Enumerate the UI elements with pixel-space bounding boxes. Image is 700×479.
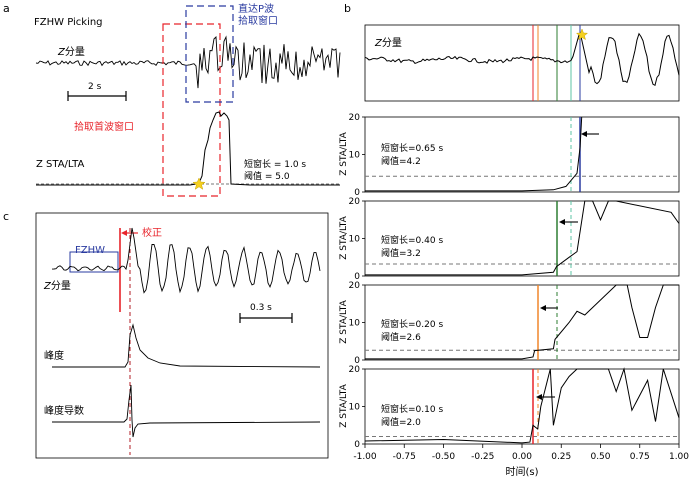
y-tick-label: 10	[349, 151, 361, 161]
panel-c-frame	[35, 212, 329, 459]
direct-p-window-label-line1: 直达P波	[238, 2, 274, 15]
y-tick-label: 10	[349, 235, 361, 245]
x-tick-label: -0.25	[471, 452, 494, 462]
panel-b-x-ticks: -1.00 -0.75 -0.50 -0.25 0.00 0.25 0.50 0.75 1.00	[353, 444, 689, 462]
threshold-label: 阈值=3.2	[381, 247, 421, 259]
threshold-label: 阈值=2.6	[381, 331, 421, 343]
sta-lta-plot-3: 短窗长=0.20 s 阈值=2.6	[364, 284, 680, 361]
direct-p-window-box	[185, 5, 234, 103]
window-length-label: 短窗长=0.65 s	[381, 142, 443, 154]
panel-b-pick-star	[575, 28, 589, 41]
x-tick-label: 0.25	[551, 452, 571, 462]
panel-c-z-waveform	[51, 227, 321, 294]
panel-a-title: FZHW Picking	[34, 17, 103, 28]
panel-a-sta-label: Z STA/LTA	[36, 159, 84, 170]
x-axis-label: 时间(s)	[505, 465, 538, 478]
sta-lta-plot-1: 短窗长=0.65 s 阈值=4.2	[364, 116, 680, 193]
panel-c-scale-bar: 0.3 s	[239, 303, 293, 323]
fzhw-window-box	[69, 251, 119, 273]
y-tick-label: 0	[354, 440, 360, 450]
shift-arrow-head	[540, 305, 546, 311]
sta-lta-curve	[364, 367, 680, 444]
panel-c-z-label: Z分量	[43, 280, 71, 292]
x-tick-label: 0.75	[630, 452, 650, 462]
scale-bar-label: 2 s	[88, 82, 102, 92]
y-tick-label: 20	[349, 281, 361, 291]
panel-b: b Z分量 短窗长=0.65 s 阈值=4.2	[339, 2, 689, 478]
shift-arrow-head	[559, 219, 565, 225]
window-length-label: 短窗长=0.10 s	[381, 403, 443, 415]
x-tick-label: -0.50	[432, 452, 456, 462]
y-tick-label: 20	[349, 197, 361, 207]
sta-lta-plot-2: 短窗长=0.40 s 阈值=3.2	[364, 200, 680, 277]
shift-arrow-head	[536, 394, 542, 400]
correction-arrow-head	[121, 230, 127, 236]
y-tick-label: 0	[354, 356, 360, 366]
z-letter-b: Z	[374, 38, 383, 49]
x-tick-label: -0.75	[393, 452, 416, 462]
x-tick-label: -1.00	[353, 452, 377, 462]
y-axis-label-4: Z STA/LTA	[339, 383, 349, 427]
threshold-label: 阈值=4.2	[381, 155, 421, 167]
z-letter-c: Z	[43, 281, 52, 292]
panel-b-z-frame	[364, 24, 680, 102]
y-axis-label-2: Z STA/LTA	[339, 215, 349, 259]
fzhw-label: FZHW	[75, 245, 105, 256]
x-tick-label: 0.50	[590, 452, 610, 462]
x-tick-label: 0.00	[512, 452, 532, 462]
kurtosis-derivative-curve	[52, 384, 321, 438]
correction-label: 校正	[142, 226, 162, 239]
panel-a-threshold-param: 阈值 = 5.0	[244, 170, 290, 182]
panel-c-letter: c	[3, 210, 9, 223]
sta-lta-plot-4: 短窗长=0.10 s 阈值=2.0	[364, 367, 680, 445]
panel-a-scale-bar: 2 s	[67, 82, 127, 101]
panel-a-window-param: 短窗长 = 1.0 s	[244, 158, 306, 170]
panel-a-z-label: Z分量	[57, 46, 85, 58]
y-tick-label: 10	[349, 403, 361, 413]
y-tick-label: 0	[354, 188, 360, 198]
y-tick-label: 20	[349, 113, 361, 123]
window-length-label: 短窗长=0.20 s	[381, 318, 443, 330]
shift-arrow-head	[581, 131, 587, 137]
kurtosis-derivative-label: 峰度导数	[44, 404, 84, 417]
window-length-label: 短窗长=0.40 s	[381, 234, 443, 246]
y-tick-label: 0	[354, 272, 360, 282]
z-component-text-c: 分量	[51, 280, 71, 292]
panel-b-z-label: Z分量	[374, 37, 402, 49]
y-axis-label-3: Z STA/LTA	[339, 299, 349, 343]
z-component-text-b: 分量	[382, 37, 402, 49]
y-axis-label-1: Z STA/LTA	[339, 131, 349, 175]
panel-b-z-waveform	[364, 32, 680, 87]
z-letter: Z	[57, 47, 66, 58]
panel-a-pick-star	[192, 177, 206, 190]
kurtosis-label: 峰度	[44, 349, 64, 362]
first-arrival-window-label: 拾取首波窗口	[74, 120, 134, 133]
x-tick-label: 1.00	[669, 452, 689, 462]
threshold-label: 阈值=2.0	[381, 416, 421, 428]
sta-lta-curve	[365, 284, 679, 360]
z-component-text: 分量	[65, 46, 85, 58]
sta-lta-curve	[365, 200, 680, 276]
direct-p-window-label-line2: 拾取窗口	[238, 14, 278, 27]
scale-bar-label-c: 0.3 s	[250, 303, 272, 313]
sta-lta-curve	[365, 116, 583, 192]
panel-c: c FZHW 校正 Z分量 0.3 s 峰度 峰度导数	[3, 210, 329, 459]
y-tick-label: 20	[349, 365, 361, 375]
first-arrival-window-box	[162, 23, 221, 197]
panel-b-letter: b	[344, 2, 351, 15]
kurtosis-curve	[52, 323, 321, 368]
y-tick-label: 10	[349, 319, 361, 329]
plot-frame	[364, 116, 680, 193]
panel-a-letter: a	[3, 2, 10, 15]
panel-a: a FZHW Picking Z分量 2 s 拾取首波窗口 直达P波 拾取窗口 …	[3, 2, 341, 197]
panel-a-z-waveform	[35, 35, 341, 89]
